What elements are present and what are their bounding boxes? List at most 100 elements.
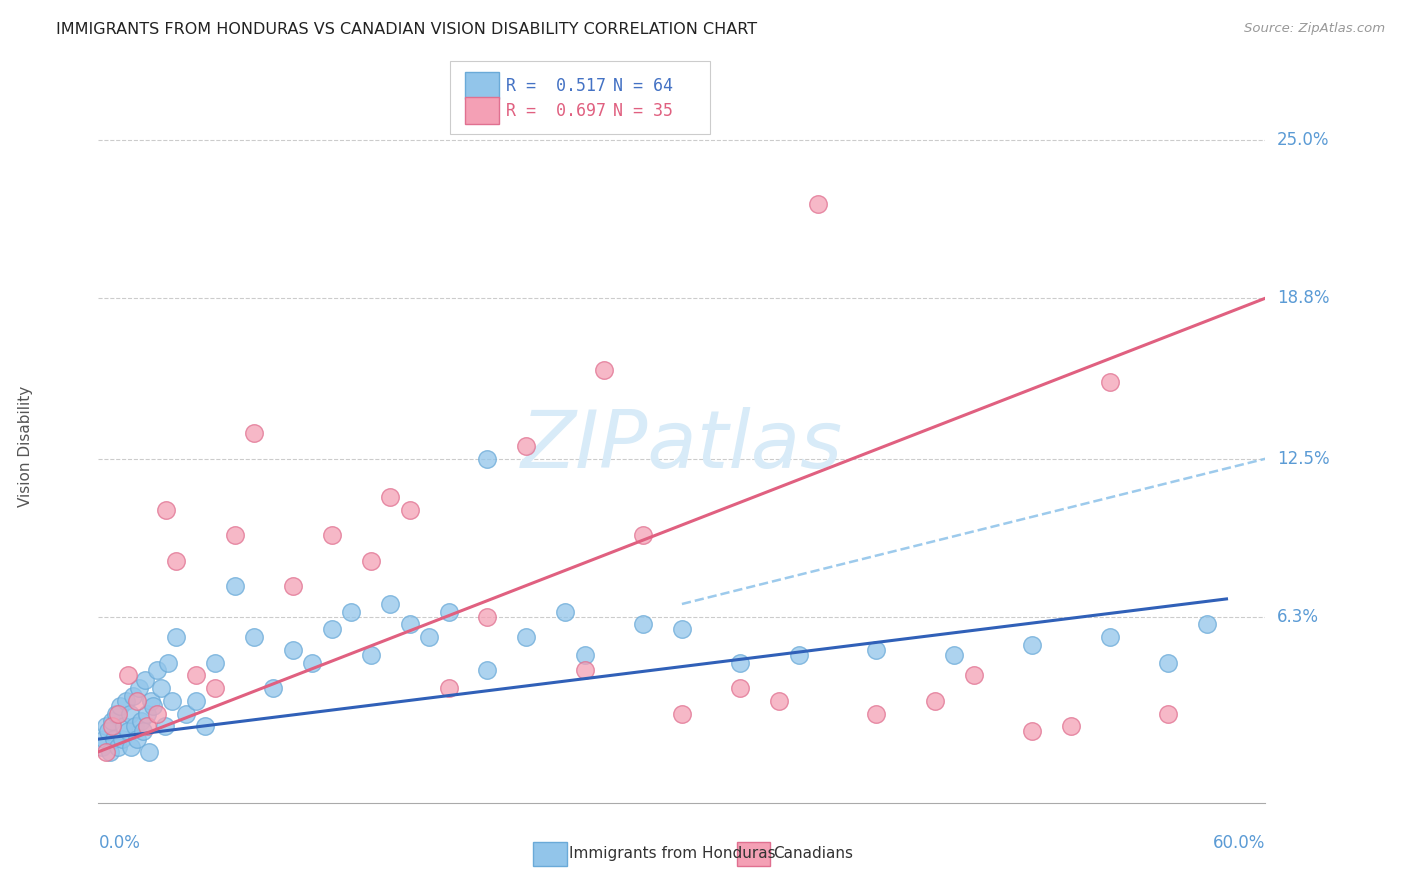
Point: [224, 528, 246, 542]
Point: [1021, 638, 1043, 652]
Text: 60.0%: 60.0%: [1213, 834, 1265, 852]
Point: [418, 630, 440, 644]
Point: [136, 706, 159, 721]
Point: [96, 719, 118, 733]
Point: [142, 698, 165, 713]
Point: [121, 739, 143, 754]
Point: [157, 656, 180, 670]
Point: [378, 490, 402, 504]
Point: [204, 681, 226, 695]
Point: [165, 554, 187, 568]
Point: [98, 745, 121, 759]
Point: [865, 643, 887, 657]
Point: [924, 694, 946, 708]
Point: [631, 617, 654, 632]
Point: [117, 724, 139, 739]
Point: [477, 609, 499, 624]
Point: [153, 719, 176, 733]
Point: [728, 656, 751, 670]
Point: [162, 694, 184, 708]
Point: [398, 617, 420, 632]
Point: [477, 663, 499, 677]
Text: R =  0.697: R = 0.697: [506, 102, 606, 120]
Point: [114, 694, 136, 708]
Point: [146, 706, 169, 721]
Point: [174, 706, 197, 721]
Text: 12.5%: 12.5%: [1277, 450, 1329, 467]
Point: [728, 681, 751, 695]
Point: [593, 362, 616, 376]
Point: [107, 706, 129, 721]
Point: [111, 732, 134, 747]
Point: [1195, 617, 1218, 632]
Point: [1098, 376, 1121, 390]
Point: [671, 706, 693, 721]
Text: 6.3%: 6.3%: [1277, 607, 1319, 626]
Point: [128, 681, 150, 695]
Point: [340, 605, 363, 619]
Point: [112, 719, 135, 733]
Point: [204, 656, 226, 670]
Text: Vision Disability: Vision Disability: [18, 385, 32, 507]
Point: [1157, 656, 1180, 670]
Point: [194, 719, 217, 733]
Text: 18.8%: 18.8%: [1277, 289, 1329, 307]
Point: [96, 745, 118, 759]
Point: [515, 630, 537, 644]
Point: [132, 724, 155, 739]
Point: [281, 643, 304, 657]
Point: [129, 714, 152, 729]
Point: [101, 719, 124, 733]
Point: [437, 681, 460, 695]
Point: [321, 623, 343, 637]
Point: [281, 579, 304, 593]
Point: [398, 502, 420, 516]
Text: ZIPatlas: ZIPatlas: [520, 407, 844, 485]
Point: [360, 554, 382, 568]
Point: [139, 694, 162, 708]
Point: [108, 698, 131, 713]
Point: [243, 630, 266, 644]
Point: [962, 668, 984, 682]
Point: [574, 648, 596, 662]
Text: R =  0.517: R = 0.517: [506, 77, 606, 95]
Point: [515, 439, 537, 453]
Point: [103, 732, 125, 747]
Point: [262, 681, 284, 695]
Text: N = 35: N = 35: [613, 102, 673, 120]
Point: [155, 502, 177, 516]
Point: [437, 605, 460, 619]
Point: [554, 605, 576, 619]
Point: [149, 681, 172, 695]
Point: [101, 714, 124, 729]
Point: [97, 724, 120, 739]
Point: [184, 694, 207, 708]
Point: [224, 579, 246, 593]
Point: [768, 694, 790, 708]
Point: [574, 663, 596, 677]
Point: [477, 451, 499, 466]
Point: [134, 673, 156, 688]
Text: 25.0%: 25.0%: [1277, 131, 1329, 149]
Point: [93, 732, 115, 747]
Point: [301, 656, 323, 670]
Point: [807, 197, 830, 211]
Point: [124, 719, 146, 733]
Text: Canadians: Canadians: [773, 847, 853, 861]
Text: IMMIGRANTS FROM HONDURAS VS CANADIAN VISION DISABILITY CORRELATION CHART: IMMIGRANTS FROM HONDURAS VS CANADIAN VIS…: [56, 22, 758, 37]
Point: [1098, 630, 1121, 644]
Point: [360, 648, 382, 662]
Point: [117, 668, 139, 682]
Point: [787, 648, 810, 662]
Point: [118, 706, 141, 721]
Text: Source: ZipAtlas.com: Source: ZipAtlas.com: [1244, 22, 1385, 36]
Point: [146, 663, 169, 677]
Point: [136, 719, 159, 733]
Point: [122, 689, 145, 703]
Text: N = 64: N = 64: [613, 77, 673, 95]
Point: [671, 623, 693, 637]
Point: [1021, 724, 1043, 739]
Point: [321, 528, 343, 542]
Point: [127, 694, 149, 708]
Point: [631, 528, 654, 542]
